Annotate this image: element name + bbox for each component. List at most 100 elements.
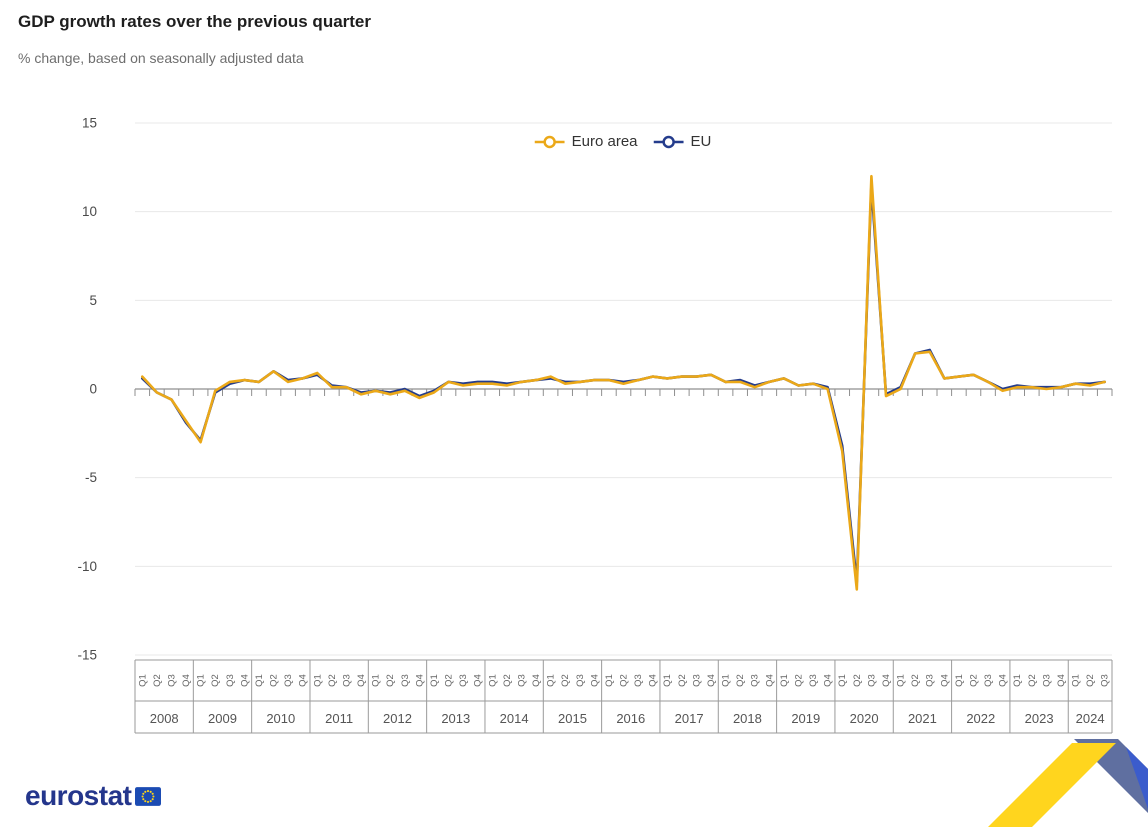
legend-item-eu[interactable]: EU [653, 133, 711, 150]
series-line-euro-area[interactable] [141, 174, 1106, 591]
quarter-tick-label: Q2 [1027, 674, 1038, 687]
year-tick-label: 2014 [500, 711, 529, 726]
quarter-tick-label: Q4 [939, 674, 950, 687]
flag-star [142, 792, 145, 795]
quarter-tick-label: Q1 [721, 674, 732, 687]
year-tick-label: 2020 [850, 711, 879, 726]
quarter-tick-label: Q4 [298, 674, 309, 687]
quarter-tick-label: Q3 [1100, 674, 1111, 687]
quarter-tick-label: Q4 [239, 674, 250, 687]
quarter-tick-label: Q1 [196, 674, 207, 687]
quarter-tick-label: Q4 [764, 674, 775, 687]
quarter-tick-label: Q1 [896, 674, 907, 687]
y-axis-tick-label: 5 [89, 293, 97, 308]
flag-star [142, 797, 145, 800]
quarter-tick-label: Q3 [691, 674, 702, 687]
quarter-tick-label: Q2 [677, 674, 688, 687]
eu-flag-icon [135, 786, 162, 806]
quarter-tick-label: Q3 [458, 674, 469, 687]
year-tick-label: 2016 [616, 711, 645, 726]
quarter-tick-label: Q4 [706, 674, 717, 687]
y-axis-tick-label: 10 [82, 204, 97, 219]
flag-star [150, 799, 153, 802]
quarter-tick-label: Q2 [502, 674, 513, 687]
legend-item-euro-area[interactable]: Euro area [534, 133, 638, 150]
year-tick-label: 2011 [325, 711, 353, 726]
quarter-tick-label: Q1 [837, 674, 848, 687]
quarter-tick-label: Q3 [983, 674, 994, 687]
quarter-tick-label: Q2 [852, 674, 863, 687]
quarter-tick-label: Q3 [633, 674, 644, 687]
quarter-tick-label: Q3 [808, 674, 819, 687]
quarter-tick-label: Q4 [881, 674, 892, 687]
quarter-tick-label: Q2 [327, 674, 338, 687]
flag-star [142, 794, 145, 798]
quarter-tick-label: Q3 [283, 674, 294, 687]
quarter-tick-label: Q1 [137, 674, 148, 687]
year-tick-label: 2008 [150, 711, 179, 726]
quarter-tick-label: Q2 [210, 674, 221, 687]
quarter-tick-label: Q4 [589, 674, 600, 687]
quarter-tick-label: Q4 [1056, 674, 1067, 687]
quarter-tick-label: Q2 [794, 674, 805, 687]
ribbon-blue-band [1126, 747, 1148, 809]
y-axis-tick-label: 0 [89, 382, 97, 397]
quarter-tick-label: Q3 [167, 674, 178, 687]
quarter-tick-label: Q1 [662, 674, 673, 687]
flag-star [152, 797, 155, 800]
quarter-tick-label: Q3 [1041, 674, 1052, 687]
chart-title: GDP growth rates over the previous quart… [18, 12, 371, 31]
quarter-tick-label: Q3 [400, 674, 411, 687]
chart-subtitle: % change, based on seasonally adjusted d… [18, 50, 304, 66]
y-axis-tick-label: -5 [85, 470, 97, 485]
quarter-tick-label: Q3 [225, 674, 236, 687]
quarter-tick-label: Q4 [998, 674, 1009, 687]
flag-star [147, 789, 150, 792]
quarter-tick-label: Q1 [312, 674, 323, 687]
eurostat-logo: eurostat [25, 780, 162, 812]
quarter-tick-label: Q4 [648, 674, 659, 687]
y-axis-tick-label: -10 [77, 559, 97, 574]
quarter-tick-label: Q1 [1012, 674, 1023, 687]
quarter-tick-label: Q2 [735, 674, 746, 687]
y-axis-tick-label: 15 [82, 116, 97, 131]
year-tick-label: 2023 [1025, 711, 1054, 726]
quarter-tick-label: Q4 [414, 674, 425, 687]
quarter-tick-label: Q4 [181, 674, 192, 687]
flag-star [147, 800, 150, 803]
chart-legend: Euro area EU [534, 133, 711, 150]
quarter-tick-label: Q1 [779, 674, 790, 687]
year-tick-label: 2012 [383, 711, 412, 726]
quarter-tick-label: Q3 [516, 674, 527, 687]
quarter-tick-label: Q2 [444, 674, 455, 687]
quarter-tick-label: Q4 [823, 674, 834, 687]
legend-label-euro-area: Euro area [571, 133, 638, 150]
year-tick-label: 2018 [733, 711, 762, 726]
year-tick-label: 2022 [966, 711, 995, 726]
year-tick-label: 2024 [1076, 711, 1105, 726]
quarter-tick-label: Q1 [1071, 674, 1082, 687]
year-tick-label: 2015 [558, 711, 587, 726]
year-tick-label: 2019 [791, 711, 820, 726]
flag-star [152, 792, 155, 795]
quarter-tick-label: Q4 [356, 674, 367, 687]
flag-star [144, 790, 147, 793]
quarter-tick-label: Q3 [575, 674, 586, 687]
quarter-tick-label: Q2 [152, 674, 163, 687]
quarter-tick-label: Q2 [560, 674, 571, 687]
year-tick-label: 2010 [266, 711, 295, 726]
quarter-tick-label: Q4 [531, 674, 542, 687]
quarter-tick-label: Q3 [866, 674, 877, 687]
flag-star [150, 790, 153, 793]
ribbon-yellow-band [988, 743, 1116, 827]
quarter-tick-label: Q1 [546, 674, 557, 687]
year-tick-label: 2013 [441, 711, 470, 726]
quarter-tick-label: Q1 [487, 674, 498, 687]
year-tick-label: 2021 [908, 711, 937, 726]
quarter-tick-label: Q2 [385, 674, 396, 687]
quarter-tick-label: Q1 [954, 674, 965, 687]
quarter-tick-label: Q4 [473, 674, 484, 687]
quarter-tick-label: Q3 [341, 674, 352, 687]
